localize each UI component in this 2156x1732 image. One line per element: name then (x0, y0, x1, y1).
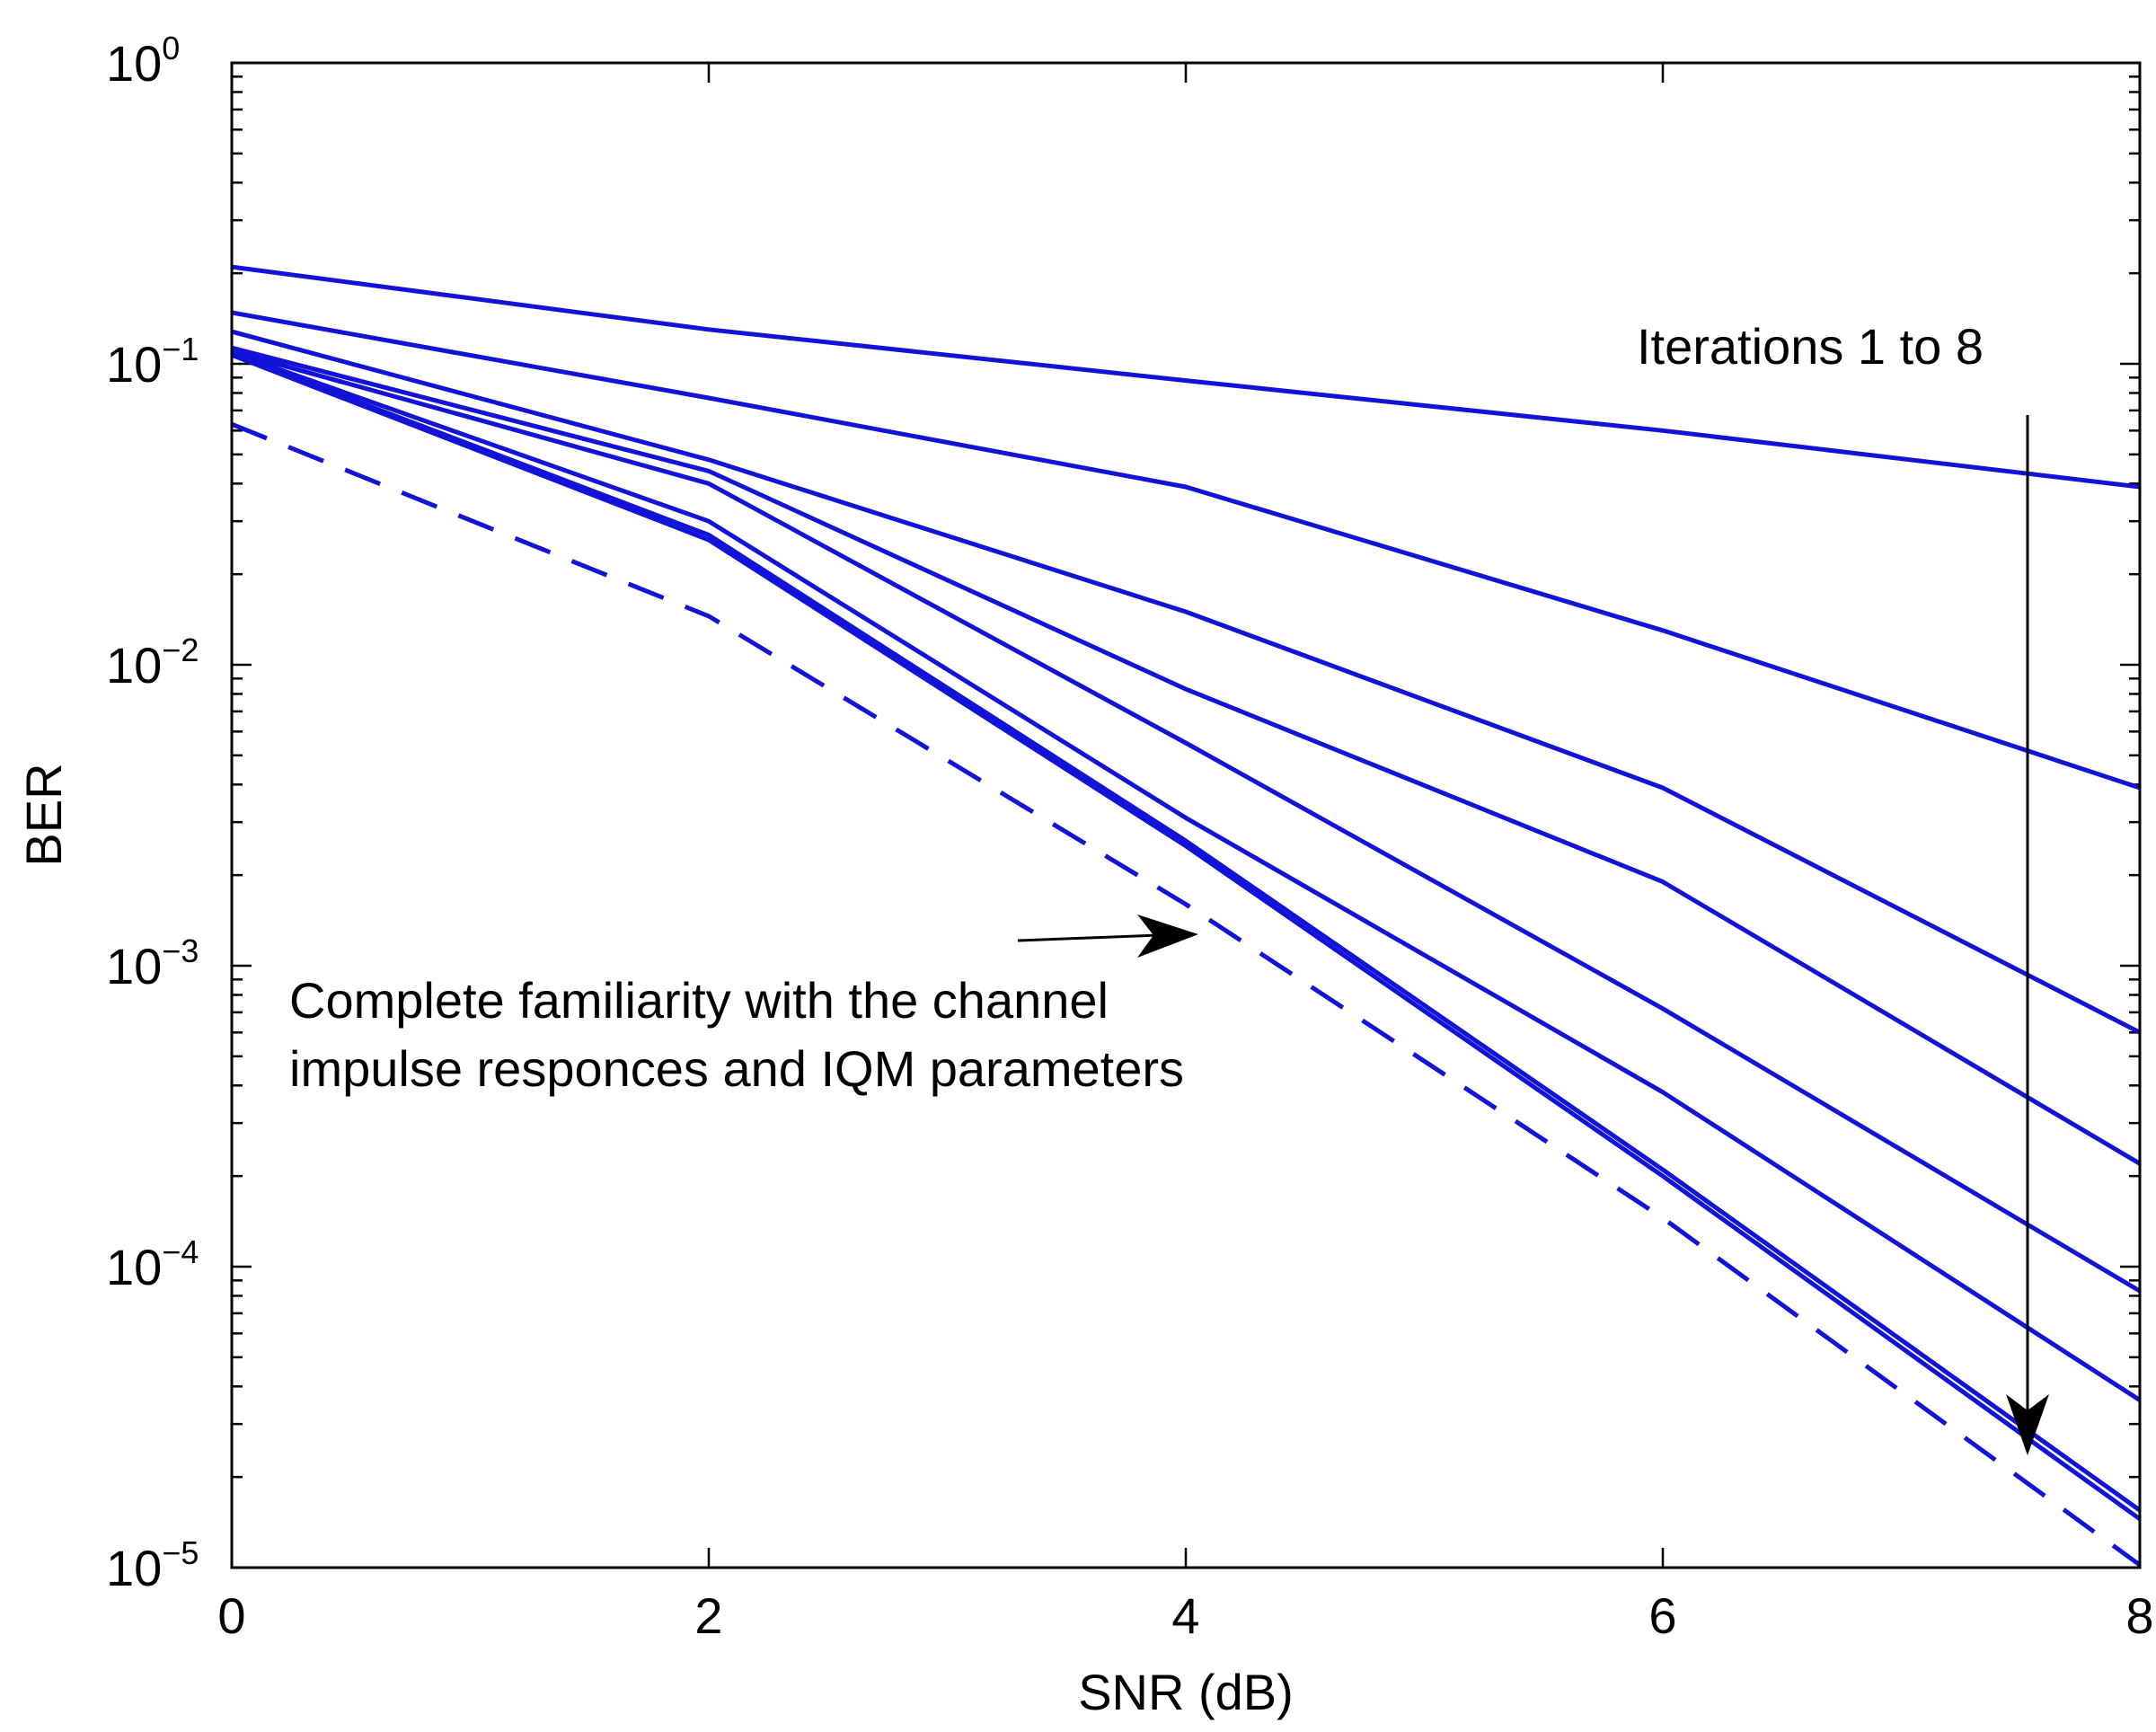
y-tick-base: 10 (106, 637, 162, 694)
y-tick-label: 10−3 (106, 932, 199, 994)
x-tick-label: 0 (217, 1587, 245, 1644)
x-tick-label: 6 (1648, 1587, 1676, 1644)
y-tick-base: 10 (106, 1540, 162, 1596)
y-tick-base: 10 (106, 35, 162, 92)
complete-familiarity-annotation-line2: impulse responces and IQM parameters (289, 1040, 1184, 1097)
x-tick-label: 2 (694, 1587, 722, 1644)
y-tick-label: 10−2 (106, 632, 199, 694)
y-tick-labels: 100 10−1 10−2 10−3 10−4 10−5 (106, 30, 199, 1596)
y-tick-label: 10−4 (106, 1233, 199, 1295)
y-tick-label: 10−5 (106, 1534, 199, 1596)
plot-frame (230, 61, 2142, 1569)
y-tick-exponent: −1 (162, 331, 199, 367)
y-tick-base: 10 (106, 1239, 162, 1295)
series-line-complete-familiarity (232, 421, 2140, 1568)
y-tick-exponent: −2 (162, 632, 199, 668)
y-tick-exponent: −5 (162, 1534, 199, 1571)
y-tick-label: 100 (106, 30, 180, 92)
complete-familiarity-arrow-shaft (1017, 933, 1160, 942)
series-line-iteration-1 (232, 264, 2140, 490)
series-line-iteration-8 (232, 352, 2140, 1521)
x-tick-label: 4 (1171, 1587, 1199, 1644)
series-layer (232, 264, 2140, 1568)
series-line-iteration-7 (232, 351, 2140, 1513)
complete-familiarity-annotation-line1: Complete familiarity with the channel (289, 972, 1109, 1029)
y-axis-label: BER (15, 763, 72, 866)
iterations-annotation: Iterations 1 to 8 (1637, 318, 1984, 375)
iterations-arrow-head (2006, 1394, 2049, 1455)
x-tick-labels: 0 2 4 6 8 (217, 1587, 2153, 1644)
y-tick-base: 10 (106, 938, 162, 994)
series-line-iteration-5 (232, 349, 2140, 1294)
complete-familiarity-arrow-head (1137, 915, 1198, 958)
axis-ticks (230, 61, 2142, 1569)
series-line-iteration-2 (232, 310, 2140, 791)
y-tick-exponent: −3 (162, 932, 199, 969)
x-tick-label: 8 (2125, 1587, 2153, 1644)
y-tick-exponent: −4 (162, 1233, 199, 1270)
x-axis-label: SNR (dB) (1078, 1664, 1294, 1720)
series-line-iteration-6 (232, 350, 2140, 1402)
y-tick-exponent: 0 (162, 30, 180, 66)
series-line-iteration-3 (232, 329, 2140, 1035)
y-tick-label: 10−1 (106, 331, 199, 393)
y-tick-base: 10 (106, 336, 162, 393)
series-line-iteration-4 (232, 345, 2140, 1166)
